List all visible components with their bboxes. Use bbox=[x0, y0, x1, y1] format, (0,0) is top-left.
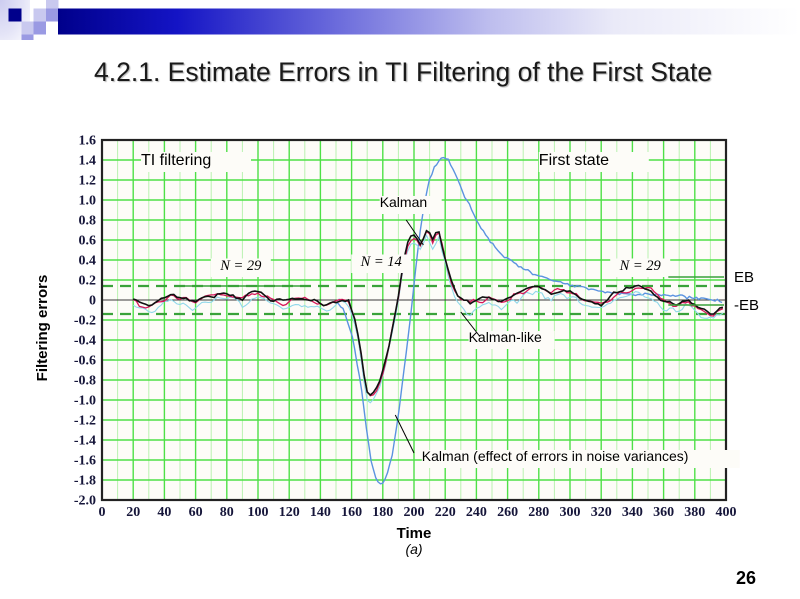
svg-text:40: 40 bbox=[157, 505, 171, 520]
svg-text:280: 280 bbox=[528, 505, 549, 520]
svg-text:260: 260 bbox=[497, 505, 518, 520]
svg-text:1.0: 1.0 bbox=[79, 194, 97, 209]
svg-text:180: 180 bbox=[372, 505, 393, 520]
svg-text:220: 220 bbox=[435, 505, 456, 520]
svg-text:80: 80 bbox=[220, 505, 234, 520]
svg-text:1.6: 1.6 bbox=[79, 134, 97, 149]
svg-text:-1.2: -1.2 bbox=[74, 414, 96, 429]
svg-text:-EB: -EB bbox=[734, 297, 759, 314]
svg-text:Kalman (effect of errors in no: Kalman (effect of errors in noise varian… bbox=[422, 448, 689, 464]
svg-text:TI filtering: TI filtering bbox=[141, 152, 211, 169]
svg-text:140: 140 bbox=[310, 505, 331, 520]
svg-text:-0.6: -0.6 bbox=[74, 354, 96, 369]
svg-text:Filtering errors: Filtering errors bbox=[34, 275, 51, 382]
svg-text:N = 14: N = 14 bbox=[360, 254, 402, 270]
svg-text:-1.8: -1.8 bbox=[74, 474, 96, 489]
svg-text:340: 340 bbox=[622, 505, 643, 520]
svg-text:60: 60 bbox=[189, 505, 203, 520]
svg-text:Time: Time bbox=[397, 525, 432, 542]
svg-text:0.6: 0.6 bbox=[79, 234, 97, 249]
svg-text:160: 160 bbox=[341, 505, 362, 520]
svg-text:0: 0 bbox=[89, 294, 96, 309]
svg-text:1.2: 1.2 bbox=[79, 174, 97, 189]
svg-text:380: 380 bbox=[684, 505, 705, 520]
svg-text:-1.6: -1.6 bbox=[74, 454, 96, 469]
svg-text:(a): (a) bbox=[405, 541, 422, 557]
svg-text:120: 120 bbox=[279, 505, 300, 520]
svg-text:0.2: 0.2 bbox=[79, 274, 97, 289]
svg-text:Kalman-like: Kalman-like bbox=[469, 329, 542, 345]
svg-text:-0.2: -0.2 bbox=[74, 314, 96, 329]
svg-text:0.8: 0.8 bbox=[79, 214, 97, 229]
svg-text:300: 300 bbox=[560, 505, 581, 520]
svg-text:20: 20 bbox=[126, 505, 140, 520]
svg-text:-0.8: -0.8 bbox=[74, 374, 96, 389]
svg-text:200: 200 bbox=[404, 505, 425, 520]
svg-text:N = 29: N = 29 bbox=[219, 258, 262, 274]
svg-text:320: 320 bbox=[591, 505, 612, 520]
svg-text:360: 360 bbox=[653, 505, 674, 520]
svg-text:-1.4: -1.4 bbox=[74, 434, 96, 449]
svg-text:240: 240 bbox=[466, 505, 487, 520]
svg-text:First state: First state bbox=[539, 152, 609, 169]
svg-text:400: 400 bbox=[716, 505, 737, 520]
svg-text:N = 29: N = 29 bbox=[619, 258, 662, 274]
svg-text:-1.0: -1.0 bbox=[74, 394, 96, 409]
svg-text:1.4: 1.4 bbox=[79, 154, 97, 169]
svg-text:Kalman: Kalman bbox=[380, 194, 427, 210]
svg-text:100: 100 bbox=[248, 505, 269, 520]
svg-text:0: 0 bbox=[99, 505, 106, 520]
svg-text:-0.4: -0.4 bbox=[74, 334, 96, 349]
svg-text:EB: EB bbox=[734, 269, 754, 286]
svg-text:-2.0: -2.0 bbox=[74, 494, 96, 509]
svg-text:0.4: 0.4 bbox=[79, 254, 97, 269]
